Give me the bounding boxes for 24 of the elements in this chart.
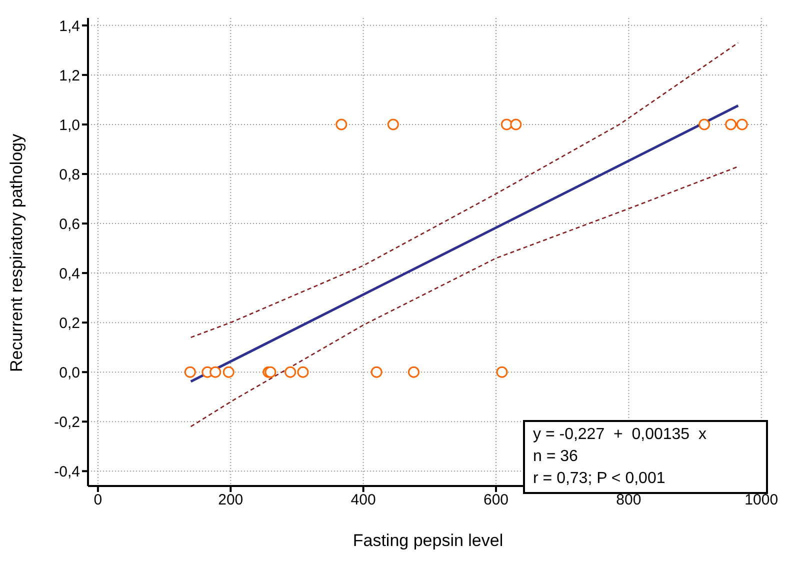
y-tick-label: 0,6 xyxy=(59,216,80,233)
x-tick-label: 200 xyxy=(218,492,244,509)
y-tick-label: -0,4 xyxy=(54,463,80,480)
y-tick-label: -0,2 xyxy=(54,414,80,431)
y-axis-title: Recurrent respiratory pathology xyxy=(7,133,26,372)
x-tick-label: 400 xyxy=(350,492,376,509)
y-tick-label: 1,4 xyxy=(59,18,80,35)
y-tick-label: 1,0 xyxy=(59,116,80,134)
y-tick-label: 1,2 xyxy=(59,67,80,84)
annotation: r = 0,73; P < 0,001 xyxy=(533,469,666,489)
x-tick-label: 800 xyxy=(616,492,642,509)
annotation: y = -0,227 + 0,00135 x xyxy=(533,425,708,445)
y-tick-label: 0,8 xyxy=(59,166,80,184)
y-tick-label: 0,2 xyxy=(59,314,80,332)
x-tick-label: 1000 xyxy=(744,492,778,509)
note-box: y = -0,227 + 0,00135 x n = 36 r = 0,73; P < 0,001 xyxy=(523,420,768,494)
x-tick-label: 0 xyxy=(94,492,102,509)
x-axis-title: Fasting pepsin level xyxy=(352,531,504,550)
line-series xyxy=(190,166,739,428)
line-series xyxy=(190,42,739,338)
y-tick-label: 0,0 xyxy=(59,364,80,382)
y-tick-label: 0,4 xyxy=(59,265,80,282)
annotation: n = 36 xyxy=(533,447,579,467)
x-tick-label: 600 xyxy=(483,492,509,509)
